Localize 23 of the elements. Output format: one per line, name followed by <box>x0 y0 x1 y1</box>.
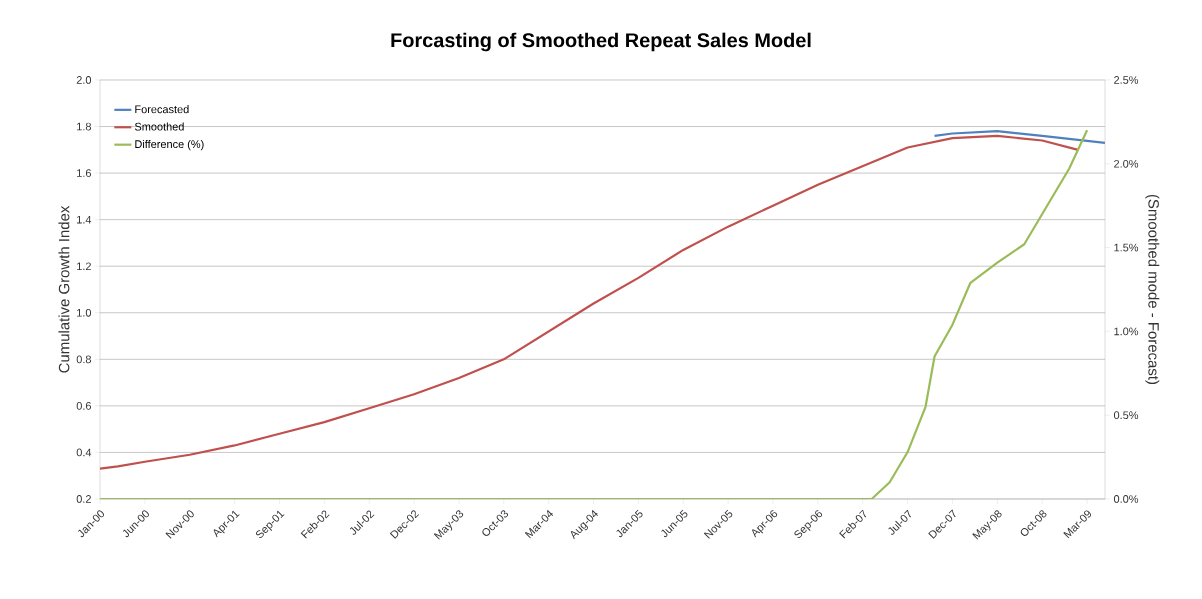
chart-title: Forcasting of Smoothed Repeat Sales Model <box>391 32 811 52</box>
y-tick-label: 2.0 <box>76 76 92 84</box>
y2-tick-label: 2.5% <box>1114 76 1139 84</box>
line-series <box>933 130 1106 144</box>
legend-label: Smoothed <box>134 122 184 131</box>
y-tick-label: 0.8 <box>76 355 91 364</box>
y-axis-title: Cumulative Growth Index <box>58 205 70 373</box>
y2-tick-label: 2.0% <box>1114 159 1139 168</box>
y2-tick-label: 1.0% <box>1114 327 1139 336</box>
legend-label: Difference (%) <box>135 139 204 151</box>
y2-tick-label: 0.0% <box>1113 495 1139 503</box>
y2-tick-label: 1.5% <box>1114 243 1139 252</box>
y-tick-label: 1.4 <box>77 215 92 224</box>
y-tick-label: 1.2 <box>77 262 91 271</box>
y-tick-label: 0.4 <box>76 448 92 457</box>
y-tick-label: 0.2 <box>76 495 91 503</box>
y2-tick-label: 0.5% <box>1113 411 1139 420</box>
y2-axis-title: (Smoothed mode - Forecast) <box>1145 194 1160 385</box>
y-tick-label: 1.0 <box>77 308 92 317</box>
legend-label: Forecasted <box>135 105 189 114</box>
y-tick-label: 0.6 <box>76 402 91 410</box>
y-tick-label: 1.8 <box>77 122 91 131</box>
y-tick-label: 1.6 <box>77 169 91 177</box>
